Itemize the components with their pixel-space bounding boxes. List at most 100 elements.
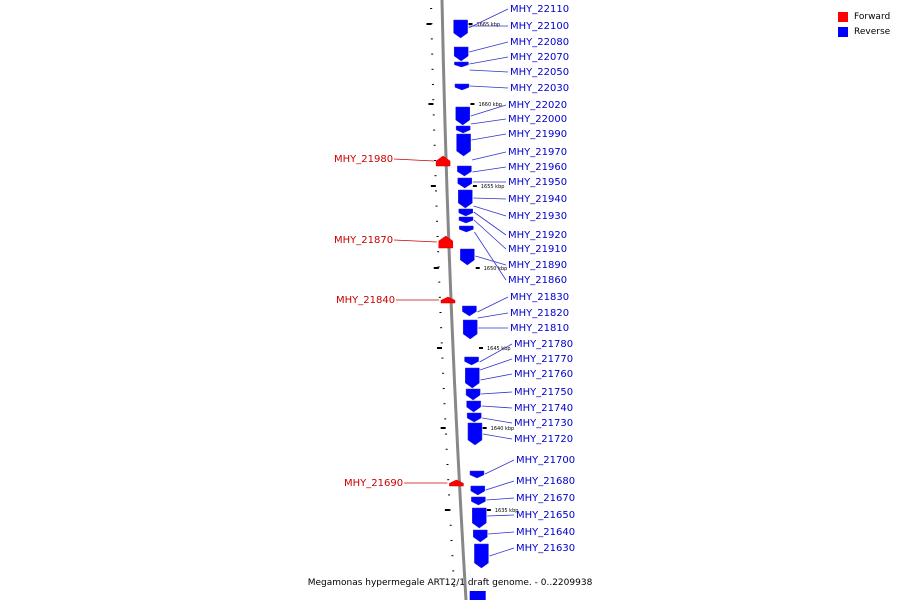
reverse-connector: [469, 85, 509, 89]
reverse-gene-label[interactable]: MHY_21960: [508, 162, 567, 173]
reverse-gene[interactable]: [458, 216, 474, 224]
scale-tick-right: [475, 267, 480, 269]
scale-tick-dot: [435, 205, 438, 207]
reverse-gene[interactable]: [454, 61, 469, 68]
reverse-gene[interactable]: [459, 225, 474, 233]
reverse-gene[interactable]: [465, 367, 480, 389]
reverse-gene[interactable]: [465, 388, 481, 401]
reverse-connector: [469, 56, 509, 65]
genome-title: Megamonas hypermegale ART12/1 draft geno…: [307, 578, 593, 588]
reverse-gene-label[interactable]: MHY_21890: [508, 260, 567, 271]
reverse-gene-label[interactable]: MHY_21810: [510, 323, 569, 334]
reverse-gene-label[interactable]: MHY_21930: [508, 211, 567, 222]
scale-tick-dot: [432, 114, 435, 116]
reverse-gene-label[interactable]: MHY_22110: [510, 4, 569, 15]
reverse-gene-label[interactable]: MHY_21740: [514, 403, 573, 414]
forward-gene-label[interactable]: MHY_21690: [344, 478, 403, 489]
reverse-gene-label[interactable]: MHY_21640: [516, 527, 575, 538]
reverse-gene[interactable]: [470, 485, 486, 496]
scale-tick-dot: [443, 403, 446, 405]
reverse-gene-label[interactable]: MHY_21990: [508, 129, 567, 140]
reverse-connector: [489, 547, 515, 557]
scale-tick-right: [472, 185, 477, 187]
reverse-gene-label[interactable]: MHY_21860: [508, 275, 567, 286]
scale-label: 1660 kbp: [478, 102, 502, 108]
forward-swatch: [838, 11, 848, 22]
scale-label: 1635 kbp: [495, 508, 519, 514]
reverse-gene-label[interactable]: MHY_22100: [510, 21, 569, 32]
reverse-gene[interactable]: [467, 422, 483, 446]
reverse-gene-label[interactable]: MHY_22050: [510, 67, 569, 78]
reverse-gene-label[interactable]: MHY_22030: [510, 83, 569, 94]
reverse-connector: [486, 497, 515, 501]
reverse-gene[interactable]: [457, 177, 473, 189]
forward-gene-label[interactable]: MHY_21870: [334, 235, 393, 246]
scale-tick-dot: [452, 570, 455, 572]
reverse-gene[interactable]: [453, 19, 468, 39]
reverse-gene-label[interactable]: MHY_22070: [510, 52, 569, 63]
legend-label-forward: Forward: [854, 11, 891, 22]
reverse-gene[interactable]: [464, 356, 479, 366]
reverse-connector: [473, 197, 507, 200]
reverse-gene-label[interactable]: MHY_21970: [508, 147, 567, 158]
reverse-gene[interactable]: [471, 496, 486, 506]
reverse-gene-label[interactable]: MHY_21650: [516, 510, 575, 521]
reverse-gene-label[interactable]: MHY_21630: [516, 543, 575, 554]
reverse-gene[interactable]: [462, 319, 478, 340]
reverse-gene-label[interactable]: MHY_21820: [510, 308, 569, 319]
forward-gene-label[interactable]: MHY_21840: [336, 295, 395, 306]
reverse-gene[interactable]: [474, 543, 489, 569]
reverse-gene-label[interactable]: MHY_21670: [516, 493, 575, 504]
gene-labels: MHY_22110 MHY_22100 MHY_22080 MHY_22070 MHY_…: [334, 4, 575, 554]
forward-gene[interactable]: [438, 235, 454, 249]
reverse-gene[interactable]: [469, 470, 485, 479]
reverse-connector: [477, 312, 509, 319]
reverse-gene-label[interactable]: MHY_21720: [514, 434, 573, 445]
reverse-gene-label[interactable]: MHY_22020: [508, 100, 567, 111]
reverse-gene[interactable]: [455, 106, 471, 126]
reverse-gene[interactable]: [455, 125, 471, 134]
forward-gene[interactable]: [449, 479, 464, 487]
scale-tick-right: [482, 427, 487, 429]
reverse-gene[interactable]: [466, 412, 482, 423]
reverse-gene[interactable]: [473, 529, 488, 543]
scale-tick-dot: [440, 342, 443, 344]
legend-item-reverse: Reverse: [838, 24, 890, 39]
reverse-gene[interactable]: [466, 400, 481, 413]
reverse-gene[interactable]: [462, 305, 477, 317]
reverse-gene-label[interactable]: MHY_21780: [514, 339, 573, 350]
reverse-gene[interactable]: [458, 189, 473, 209]
reverse-connector: [480, 373, 513, 381]
reverse-gene[interactable]: [454, 83, 470, 91]
reverse-gene[interactable]: [460, 248, 475, 266]
reverse-gene[interactable]: [469, 591, 486, 600]
forward-gene-label[interactable]: MHY_21980: [334, 154, 393, 165]
reverse-gene-label[interactable]: MHY_21750: [514, 387, 573, 398]
reverse-gene-label[interactable]: MHY_21910: [508, 244, 567, 255]
reverse-connector: [481, 405, 513, 409]
scale-tick-dot: [434, 175, 437, 177]
reverse-gene-label[interactable]: MHY_21940: [508, 194, 567, 205]
reverse-gene-label[interactable]: MHY_21770: [514, 354, 573, 365]
reverse-gene-label[interactable]: MHY_21950: [508, 177, 567, 188]
reverse-gene-label[interactable]: MHY_21760: [514, 369, 573, 380]
forward-gene[interactable]: [435, 155, 451, 167]
reverse-gene[interactable]: [456, 133, 471, 157]
scale-tick-dot: [437, 251, 440, 253]
reverse-gene-label[interactable]: MHY_21680: [516, 476, 575, 487]
reverse-gene-label[interactable]: MHY_21830: [510, 292, 569, 303]
reverse-gene[interactable]: [457, 165, 472, 177]
forward-gene[interactable]: [440, 296, 456, 304]
reverse-gene-label[interactable]: MHY_21700: [516, 455, 575, 466]
reverse-connector: [482, 433, 513, 440]
reverse-gene-label[interactable]: MHY_22000: [508, 114, 567, 125]
reverse-gene-label[interactable]: MHY_22080: [510, 37, 569, 48]
reverse-connector: [470, 104, 507, 117]
reverse-gene[interactable]: [458, 208, 474, 217]
reverse-gene-label[interactable]: MHY_21730: [514, 418, 573, 429]
scale-tick-dot: [442, 372, 445, 374]
reverse-gene-label[interactable]: MHY_21920: [508, 230, 567, 241]
reverse-connector: [482, 417, 513, 424]
reverse-gene[interactable]: [453, 46, 469, 62]
reverse-gene[interactable]: [472, 507, 487, 529]
